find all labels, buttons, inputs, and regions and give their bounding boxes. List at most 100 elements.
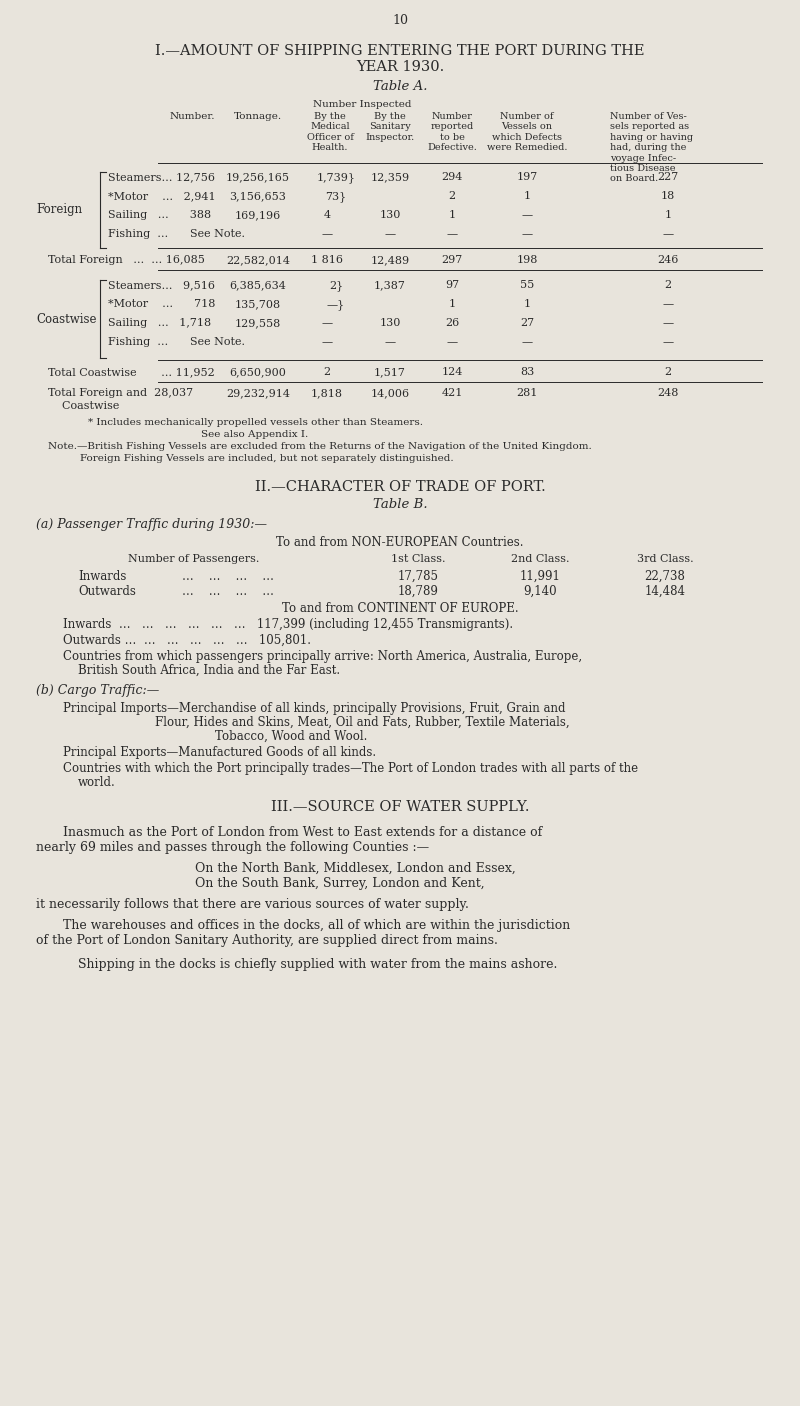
Text: 294: 294 xyxy=(442,172,462,181)
Text: 1,739}: 1,739} xyxy=(317,172,355,183)
Text: Total Foreign and  28,037: Total Foreign and 28,037 xyxy=(48,388,193,398)
Text: Tonnage.: Tonnage. xyxy=(234,112,282,121)
Text: 3rd Class.: 3rd Class. xyxy=(637,554,694,564)
Text: Countries from which passengers principally arrive: North America, Australia, Eu: Countries from which passengers principa… xyxy=(63,650,582,664)
Text: 1: 1 xyxy=(523,299,530,309)
Text: YEAR 1930.: YEAR 1930. xyxy=(356,60,444,75)
Text: 198: 198 xyxy=(516,254,538,264)
Text: * Includes mechanically propelled vessels other than Steamers.: * Includes mechanically propelled vessel… xyxy=(87,418,422,427)
Text: —: — xyxy=(522,209,533,219)
Text: 1,818: 1,818 xyxy=(311,388,343,398)
Text: 6,385,634: 6,385,634 xyxy=(230,280,286,290)
Text: of the Port of London Sanitary Authority, are supplied direct from mains.: of the Port of London Sanitary Authority… xyxy=(36,934,498,948)
Text: On the North Bank, Middlesex, London and Essex,: On the North Bank, Middlesex, London and… xyxy=(195,862,516,875)
Text: 1,517: 1,517 xyxy=(374,367,406,377)
Text: 169,196: 169,196 xyxy=(235,209,281,219)
Text: Coastwise: Coastwise xyxy=(36,314,97,326)
Text: 14,484: 14,484 xyxy=(645,585,686,598)
Text: —: — xyxy=(322,229,333,239)
Text: III.—SOURCE OF WATER SUPPLY.: III.—SOURCE OF WATER SUPPLY. xyxy=(270,800,530,814)
Text: Total Coastwise       … 11,952: Total Coastwise … 11,952 xyxy=(48,367,214,377)
Text: —: — xyxy=(385,229,395,239)
Text: Shipping in the docks is chiefly supplied with water from the mains ashore.: Shipping in the docks is chiefly supplie… xyxy=(78,957,558,972)
Text: —: — xyxy=(662,337,674,347)
Text: —}: —} xyxy=(327,299,345,309)
Text: See also Appendix I.: See also Appendix I. xyxy=(202,430,309,439)
Text: 2}: 2} xyxy=(329,280,343,291)
Text: 22,582,014: 22,582,014 xyxy=(226,254,290,264)
Text: To and from CONTINENT OF EUROPE.: To and from CONTINENT OF EUROPE. xyxy=(282,602,518,614)
Text: —: — xyxy=(662,299,674,309)
Text: British South Africa, India and the Far East.: British South Africa, India and the Far … xyxy=(78,664,340,678)
Text: …    …    …    …: … … … … xyxy=(182,569,274,583)
Text: 2: 2 xyxy=(323,367,330,377)
Text: Principal Imports—Merchandise of all kinds, principally Provisions, Fruit, Grain: Principal Imports—Merchandise of all kin… xyxy=(63,702,566,716)
Text: I.—AMOUNT OF SHIPPING ENTERING THE PORT DURING THE: I.—AMOUNT OF SHIPPING ENTERING THE PORT … xyxy=(155,44,645,58)
Text: II.—CHARACTER OF TRADE OF PORT.: II.—CHARACTER OF TRADE OF PORT. xyxy=(254,479,546,494)
Text: 421: 421 xyxy=(442,388,462,398)
Text: 17,785: 17,785 xyxy=(398,569,438,583)
Text: —: — xyxy=(446,337,458,347)
Text: 27: 27 xyxy=(520,318,534,328)
Text: 281: 281 xyxy=(516,388,538,398)
Text: Sailing   …   1,718: Sailing … 1,718 xyxy=(108,318,211,328)
Text: Number of Ves-
sels reported as
having or having
had, during the
voyage Infec-
t: Number of Ves- sels reported as having o… xyxy=(610,112,693,183)
Text: Outwards …  …   …   …   …   …   105,801.: Outwards … … … … … … 105,801. xyxy=(63,634,311,647)
Text: Number
reported
to be
Defective.: Number reported to be Defective. xyxy=(427,112,477,152)
Text: —: — xyxy=(522,229,533,239)
Text: 22,738: 22,738 xyxy=(645,569,686,583)
Text: The warehouses and offices in the docks, all of which are within the jurisdictio: The warehouses and offices in the docks,… xyxy=(63,920,570,932)
Text: Number Inspected: Number Inspected xyxy=(313,100,411,110)
Text: See Note.: See Note. xyxy=(190,229,246,239)
Text: Foreign: Foreign xyxy=(36,202,82,217)
Text: 3,156,653: 3,156,653 xyxy=(230,191,286,201)
Text: —: — xyxy=(322,318,333,328)
Text: 1st Class.: 1st Class. xyxy=(390,554,446,564)
Text: 55: 55 xyxy=(520,280,534,290)
Text: Principal Exports—Manufactured Goods of all kinds.: Principal Exports—Manufactured Goods of … xyxy=(63,747,376,759)
Text: *Motor    …   2,941: *Motor … 2,941 xyxy=(108,191,216,201)
Text: Table B.: Table B. xyxy=(373,498,427,510)
Text: Note.—British Fishing Vessels are excluded from the Returns of the Navigation of: Note.—British Fishing Vessels are exclud… xyxy=(48,441,592,451)
Text: By the
Medical
Officer of
Health.: By the Medical Officer of Health. xyxy=(306,112,354,152)
Text: Foreign Fishing Vessels are included, but not separately distinguished.: Foreign Fishing Vessels are included, bu… xyxy=(80,454,454,463)
Text: 29,232,914: 29,232,914 xyxy=(226,388,290,398)
Text: To and from NON-EUROPEAN Countries.: To and from NON-EUROPEAN Countries. xyxy=(276,536,524,548)
Text: 135,708: 135,708 xyxy=(235,299,281,309)
Text: Total Foreign   …  … 16,085: Total Foreign … … 16,085 xyxy=(48,254,205,264)
Text: Inwards: Inwards xyxy=(78,569,126,583)
Text: Tobacco, Wood and Wool.: Tobacco, Wood and Wool. xyxy=(215,730,367,742)
Text: Flour, Hides and Skins, Meat, Oil and Fats, Rubber, Textile Materials,: Flour, Hides and Skins, Meat, Oil and Fa… xyxy=(155,716,570,728)
Text: Fishing  …: Fishing … xyxy=(108,229,168,239)
Text: 11,991: 11,991 xyxy=(519,569,561,583)
Text: 2: 2 xyxy=(665,367,671,377)
Text: 19,256,165: 19,256,165 xyxy=(226,172,290,181)
Text: 129,558: 129,558 xyxy=(235,318,281,328)
Text: 1: 1 xyxy=(449,209,455,219)
Text: (a) Passenger Traffic during 1930:—: (a) Passenger Traffic during 1930:— xyxy=(36,517,267,531)
Text: 197: 197 xyxy=(516,172,538,181)
Text: world.: world. xyxy=(78,776,116,789)
Text: On the South Bank, Surrey, London and Kent,: On the South Bank, Surrey, London and Ke… xyxy=(195,877,485,890)
Text: 227: 227 xyxy=(658,172,678,181)
Text: 130: 130 xyxy=(379,318,401,328)
Text: See Note.: See Note. xyxy=(190,337,246,347)
Text: —: — xyxy=(446,229,458,239)
Text: 1,387: 1,387 xyxy=(374,280,406,290)
Text: 26: 26 xyxy=(445,318,459,328)
Text: Number of
Vessels on
which Defects
were Remedied.: Number of Vessels on which Defects were … xyxy=(486,112,567,152)
Text: 297: 297 xyxy=(442,254,462,264)
Text: 1: 1 xyxy=(523,191,530,201)
Text: 2nd Class.: 2nd Class. xyxy=(510,554,570,564)
Text: Fishing  …: Fishing … xyxy=(108,337,168,347)
Text: 73}: 73} xyxy=(326,191,346,202)
Text: 83: 83 xyxy=(520,367,534,377)
Text: 1: 1 xyxy=(665,209,671,219)
Text: 1 816: 1 816 xyxy=(311,254,343,264)
Text: 14,006: 14,006 xyxy=(370,388,410,398)
Text: —: — xyxy=(385,337,395,347)
Text: 130: 130 xyxy=(379,209,401,219)
Text: 4: 4 xyxy=(323,209,330,219)
Text: Steamers… 12,756: Steamers… 12,756 xyxy=(108,172,215,181)
Text: By the
Sanitary
Inspector.: By the Sanitary Inspector. xyxy=(366,112,414,142)
